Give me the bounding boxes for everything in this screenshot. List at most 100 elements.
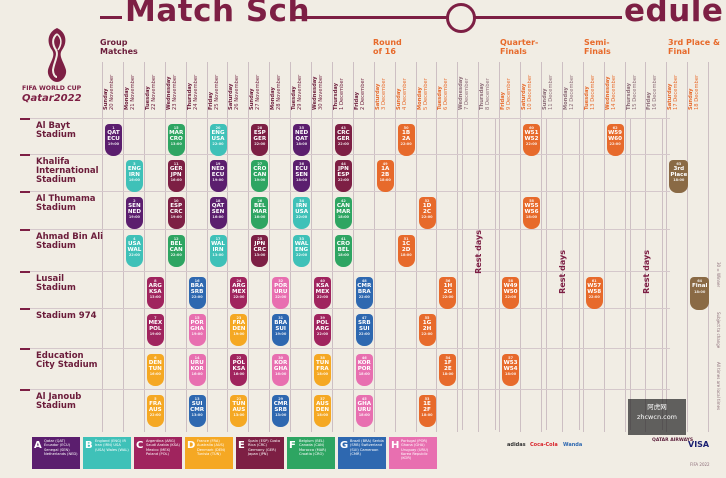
match-badge[interactable]: 23 FRA DEN 19:00 <box>230 314 248 346</box>
match-badge[interactable]: 64 Final 18:00 <box>690 277 710 310</box>
match-badge[interactable]: 58 W55 W56 18:00 <box>523 197 540 229</box>
match-number: 42 <box>340 199 346 203</box>
match-badge[interactable]: 47 SRB SUI 22:00 <box>355 314 373 346</box>
match-badge[interactable]: 42 CAN MAR 18:00 <box>334 197 352 229</box>
match-badge[interactable]: 39 POL ARG 22:00 <box>314 314 331 346</box>
match-badge[interactable]: 20 ENG USA 22:00 <box>209 124 227 156</box>
match-badge[interactable]: 26 BEL MAR 16:00 <box>251 197 269 229</box>
date-day: Thursday <box>186 82 193 110</box>
match-badge[interactable]: 63 3rd Place 18:00 <box>669 160 689 193</box>
match-team-away: MEX <box>232 288 246 295</box>
match-badge[interactable]: 38 TUN FRA 18:00 <box>314 354 331 386</box>
match-badge[interactable]: 56 1H 2G 22:00 <box>439 277 457 309</box>
match-time: 18:00 <box>337 215 349 220</box>
match-badge[interactable]: 60 W51 W52 22:00 <box>523 124 540 156</box>
match-number: 56 <box>445 279 451 283</box>
match-number: 46 <box>361 356 367 360</box>
match-badge[interactable]: 24 ARG MEX 22:00 <box>230 277 248 309</box>
match-badge[interactable]: 27 CRO CAN 19:00 <box>251 160 269 192</box>
date-value: 16 December <box>652 74 659 110</box>
match-badge[interactable]: 7 MEX POL 19:00 <box>146 314 164 346</box>
match-badge[interactable]: 52 1D 2C 22:00 <box>418 197 436 229</box>
stadium-name: Lusail Stadium <box>36 274 76 293</box>
grid-line <box>478 62 480 432</box>
match-badge[interactable]: 4 USA WAL 22:00 <box>125 235 143 267</box>
rest-days-label: Rest days <box>474 230 483 274</box>
match-number: 6 <box>154 356 157 360</box>
match-badge[interactable]: 48 CMR BRA 22:00 <box>355 277 373 309</box>
match-badge[interactable]: 17 WAL IRN 13:00 <box>209 235 227 267</box>
match-badge[interactable]: 51 1C 2D 18:00 <box>397 235 415 267</box>
match-badge[interactable]: 57 W53 W54 18:00 <box>502 354 520 386</box>
match-badge[interactable]: 5 FRA AUS 22:00 <box>146 395 164 427</box>
match-badge[interactable]: 50 1B 2A 22:00 <box>397 124 415 156</box>
match-badge[interactable]: 3 ENG IRN 16:00 <box>125 160 143 192</box>
match-badge[interactable]: 54 1F 2E 18:00 <box>439 354 457 386</box>
match-number: 33 <box>299 237 305 241</box>
match-badge[interactable]: 28 ESP GER 22:00 <box>251 124 269 156</box>
match-badge[interactable]: 46 KOR POR 18:00 <box>355 354 373 386</box>
match-badge[interactable]: 11 GER JPN 16:00 <box>167 160 185 192</box>
date-value: 30 November <box>317 74 324 110</box>
grid-line <box>373 62 375 432</box>
match-badge[interactable]: 41 CRO BEL 18:00 <box>334 235 352 267</box>
date-day: Wednesday <box>165 76 172 110</box>
match-team-home: FRA <box>149 400 162 407</box>
match-team-home: 1C <box>402 240 411 247</box>
match-team-away: W58 <box>587 288 602 295</box>
match-badge[interactable]: 30 KOR GHA 16:00 <box>272 354 290 386</box>
match-badge[interactable]: 31 BRA SUI 19:00 <box>272 314 290 346</box>
group-legend-g: G Brazil (BRA) Serbia (SRB) Switzerland (… <box>338 437 386 469</box>
match-time: 18:00 <box>358 413 370 418</box>
match-badge[interactable]: 6 DEN TUN 16:00 <box>146 354 164 386</box>
footer-code: FIFA 2022 <box>690 462 710 467</box>
match-badge[interactable]: 8 ARG KSA 13:00 <box>146 277 164 309</box>
match-badge[interactable]: 58 W49 W50 22:00 <box>502 277 520 309</box>
stage-round-of-16: Round of 16 <box>373 38 402 57</box>
match-badge[interactable]: 34 IRN USA 22:00 <box>293 197 311 229</box>
match-team-away: W52 <box>524 135 539 142</box>
match-badge[interactable]: 45 GHA URU 18:00 <box>355 395 373 427</box>
match-badge[interactable]: 15 POR GHA 19:00 <box>188 314 206 346</box>
match-badge[interactable]: 10 ESP CRC 19:00 <box>167 197 185 229</box>
match-badge[interactable]: 15 MAR CRO 13:00 <box>167 124 185 156</box>
row-marker <box>20 271 30 273</box>
match-badge[interactable]: 22 POL KSA 16:00 <box>230 354 248 386</box>
date-column: Sunday 18 December <box>688 64 707 110</box>
match-badge[interactable]: 61 W57 W58 22:00 <box>585 277 603 309</box>
match-badge[interactable]: 35 NED QAT 18:00 <box>293 124 311 156</box>
match-badge[interactable]: 18 QAT SEN 16:00 <box>209 197 227 229</box>
match-badge[interactable]: 62 W59 W60 22:00 <box>606 124 624 156</box>
match-badge[interactable]: 21 TUN AUS 13:00 <box>230 395 248 427</box>
match-badge[interactable]: 14 URU KOR 16:00 <box>188 354 206 386</box>
match-badge[interactable]: 37 AUS DEN 18:00 <box>314 395 331 427</box>
match-badge[interactable]: 55 1G 2H 22:00 <box>418 314 436 346</box>
match-badge[interactable]: 25 JPN CRC 13:00 <box>251 235 269 267</box>
match-time: 18:00 <box>525 215 538 220</box>
match-badge[interactable]: 19 NED ECU 19:00 <box>209 160 227 192</box>
match-team-away: CAN <box>169 246 183 253</box>
match-badge[interactable]: 44 JPN ESP 22:00 <box>334 160 352 192</box>
match-team-away: POL <box>149 325 162 332</box>
match-badge[interactable]: 43 CRC GER 22:00 <box>334 124 352 156</box>
match-badge[interactable]: 49 1A 2B 18:00 <box>376 160 394 192</box>
match-badge[interactable]: 29 CMR SRB 13:00 <box>272 395 290 427</box>
match-badge[interactable]: 32 POR URU 22:00 <box>272 277 290 309</box>
match-badge[interactable]: 36 ECU SEN 18:00 <box>293 160 311 192</box>
match-badge[interactable]: 53 1E 2F 18:00 <box>418 395 436 427</box>
match-badge[interactable]: 1 QAT ECU 19:00 <box>105 124 122 156</box>
rest-days-panel <box>462 118 497 430</box>
match-badge[interactable]: 2 SEN NED 19:00 <box>125 197 143 229</box>
date-column: Thursday 1 December <box>333 64 352 110</box>
match-badge[interactable]: 16 BRA SRB 22:00 <box>188 277 206 309</box>
match-badge[interactable]: 13 SUI CMR 13:00 <box>188 395 206 427</box>
match-badge[interactable]: 40 KSA MEX 22:00 <box>314 277 331 309</box>
match-badge[interactable]: 12 BEL CAN 22:00 <box>167 235 185 267</box>
match-badge[interactable]: 33 WAL ENG 22:00 <box>293 235 311 267</box>
match-number: 19 <box>215 162 221 166</box>
match-team-away: ECU <box>211 171 225 178</box>
match-time: 22:00 <box>170 253 182 258</box>
match-team-away: 2E <box>444 365 452 372</box>
match-time: 16:00 <box>275 372 287 377</box>
stage-quarter-finals: Quarter-Finals <box>500 38 539 57</box>
